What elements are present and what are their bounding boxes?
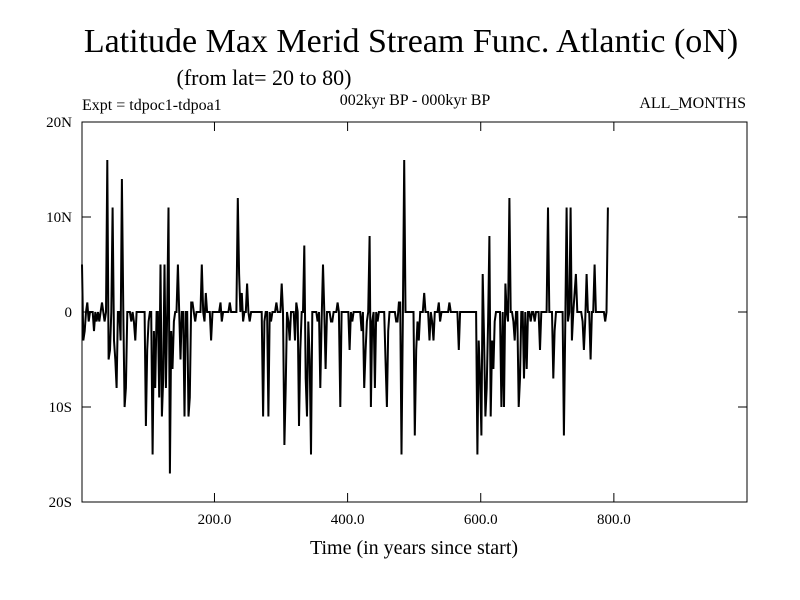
y-tick-label: 10N (46, 210, 72, 226)
y-tick-label: 20N (46, 115, 72, 131)
chart-title: Latitude Max Merid Stream Func. Atlantic… (84, 23, 738, 60)
y-tick-label: 0 (65, 305, 73, 321)
x-axis-label: Time (in years since start) (310, 537, 518, 559)
x-tick-label: 600.0 (464, 512, 498, 528)
experiment-label: Expt = tdpoc1-tdpoa1 (82, 97, 222, 114)
x-tick-label: 400.0 (331, 512, 365, 528)
y-tick-label: 20S (49, 495, 72, 511)
x-tick-labels: 200.0 400.0 600.0 800.0 (198, 512, 631, 528)
y-tick-labels: 20N 10N 0 10S 20S (46, 115, 72, 511)
chart-subtitle: (from lat= 20 to 80) (177, 65, 352, 90)
x-tick-label: 800.0 (597, 512, 631, 528)
y-tick-label: 10S (49, 400, 72, 416)
plot-frame (81, 121, 748, 503)
season-label: ALL_MONTHS (639, 95, 746, 112)
x-gridlines (213, 122, 615, 502)
x-tick-label: 200.0 (198, 512, 232, 528)
period-label: 002kyr BP - 000kyr BP (340, 92, 491, 109)
series-line (81, 159, 609, 474)
